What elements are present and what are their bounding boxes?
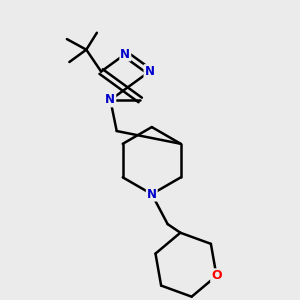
Text: O: O	[211, 269, 222, 282]
Text: N: N	[145, 65, 154, 78]
Text: N: N	[105, 94, 116, 106]
Text: N: N	[147, 188, 157, 201]
Text: N: N	[120, 47, 130, 61]
